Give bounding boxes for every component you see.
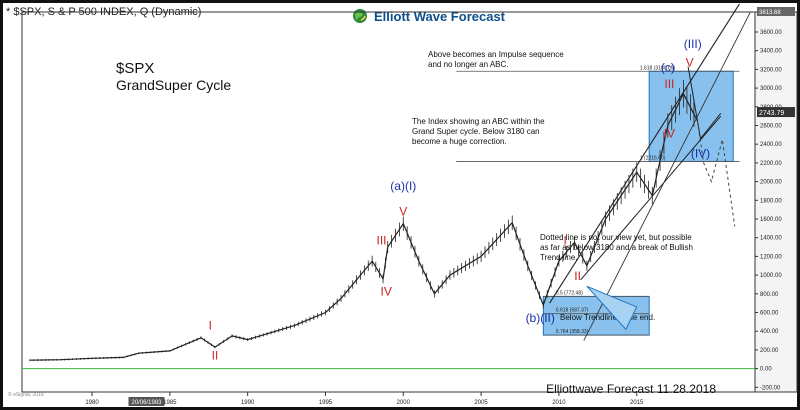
wave-label: (b)(II): [526, 311, 555, 325]
y-tick-label: 600.00: [760, 311, 779, 317]
annotation-dotted: Dotted line is not our view yet, but pos…: [540, 233, 693, 262]
annotation-abc: The Index showing an ABC within the Grand…: [412, 117, 545, 146]
y-tick-label: 1400.00: [760, 236, 782, 242]
annotation-dotted-line: Trend line.: [540, 253, 578, 262]
wave-label: II: [212, 348, 219, 362]
annotation-trendline-end: Below Trendline cycle end.: [560, 313, 655, 322]
dotted-projection: [696, 120, 736, 227]
annotation-abc-line: The Index showing an ABC within the: [412, 117, 545, 126]
chart-title: $SPX: [116, 60, 154, 77]
chart-subtitle: GrandSuper Cycle: [116, 77, 231, 93]
wave-label: III: [376, 233, 386, 247]
y-tick-label: 1600.00: [760, 217, 782, 223]
trend-line: [549, 3, 740, 304]
arrow-shape: [586, 285, 638, 331]
annotation-abc-line: Grand Super cycle. Below 3180 can: [412, 127, 540, 136]
wave-label: I: [563, 233, 566, 247]
wave-label: (III): [684, 37, 702, 51]
wave-label: II: [574, 269, 581, 283]
y-tick-label: 2400.00: [760, 142, 782, 148]
y-tick-label: 3000.00: [760, 86, 782, 92]
fib-label: 0.764 (358.33): [556, 329, 589, 335]
x-tick-label: 1985: [163, 400, 177, 406]
annotation-impulse-line: and no longer an ABC.: [428, 60, 509, 69]
y-tick-label: 2600.00: [760, 123, 782, 129]
wave-label: IV: [664, 127, 675, 141]
y-tick-label: -200.00: [760, 385, 781, 391]
y-tick-label: 1800.00: [760, 198, 782, 204]
annotation-dotted-line: Dotted line is not our view yet, but pos…: [540, 233, 692, 242]
fib-label: 1 (2215.60): [640, 155, 666, 161]
annotation-impulse: Above becomes an Impulse sequence and no …: [428, 50, 564, 69]
fib-label: 0.618 (587.37): [556, 308, 589, 314]
annotation-abc-line: become a huge correction.: [412, 137, 507, 146]
wave-label: I: [209, 318, 212, 332]
x-tick-label: 1980: [85, 400, 99, 406]
x-tick-label: 2015: [630, 400, 644, 406]
y-tick-label: 0.00: [760, 367, 772, 373]
bullish-trend-line: [580, 115, 722, 281]
last-price-label: 2743.79: [759, 110, 784, 117]
wave-label: III: [664, 77, 674, 91]
wave-label: V: [686, 56, 694, 70]
y-tick-label: 1200.00: [760, 254, 782, 260]
wave-label: (IV): [691, 146, 710, 160]
wave-label: V: [399, 204, 407, 218]
y-tick-label: 3200.00: [760, 67, 782, 73]
y-tick-label: 3600.00: [760, 30, 782, 36]
y-tick-label: 2200.00: [760, 161, 782, 167]
annotation-dotted-line: as far as below 3180 and a break of Bull…: [540, 243, 693, 252]
y-axis-strip: [754, 11, 798, 393]
x-tick-label: 2005: [474, 400, 488, 406]
y-top-box: [757, 7, 795, 16]
last-price-box: [757, 107, 795, 118]
steep-channel-line: [583, 11, 751, 341]
fib-label: 0.5 (772.48): [556, 290, 583, 296]
x-tick-label: 1995: [319, 400, 333, 406]
y-tick-label: 1000.00: [760, 273, 782, 279]
y-top-label: 3813.68: [759, 10, 781, 16]
wave-label: (c): [661, 60, 675, 74]
y-tick-label: 3400.00: [760, 49, 782, 55]
annotation-impulse-line: Above becomes an Impulse sequence: [428, 50, 564, 59]
x-cursor-label: 20/06/1983: [131, 400, 162, 406]
wave-label: IV: [380, 285, 391, 299]
wave-label: (a)(I): [390, 179, 416, 193]
fib-label: 1.618 (3180.05): [640, 65, 676, 71]
footer-stamp: Elliottwave Forecast 11.28.2018: [546, 382, 716, 396]
projection-path: [687, 66, 722, 140]
x-cursor-box: [128, 397, 165, 406]
y-tick-label: 400.00: [760, 329, 779, 335]
x-tick-label: 2010: [552, 400, 566, 406]
x-tick-label: 1990: [241, 400, 255, 406]
y-tick-label: 200.00: [760, 348, 779, 354]
y-tick-label: 2000.00: [760, 180, 782, 186]
y-tick-label: 800.00: [760, 292, 779, 298]
x-tick-label: 2000: [397, 400, 411, 406]
copyright-note: © eSignal, 2018: [8, 392, 44, 398]
